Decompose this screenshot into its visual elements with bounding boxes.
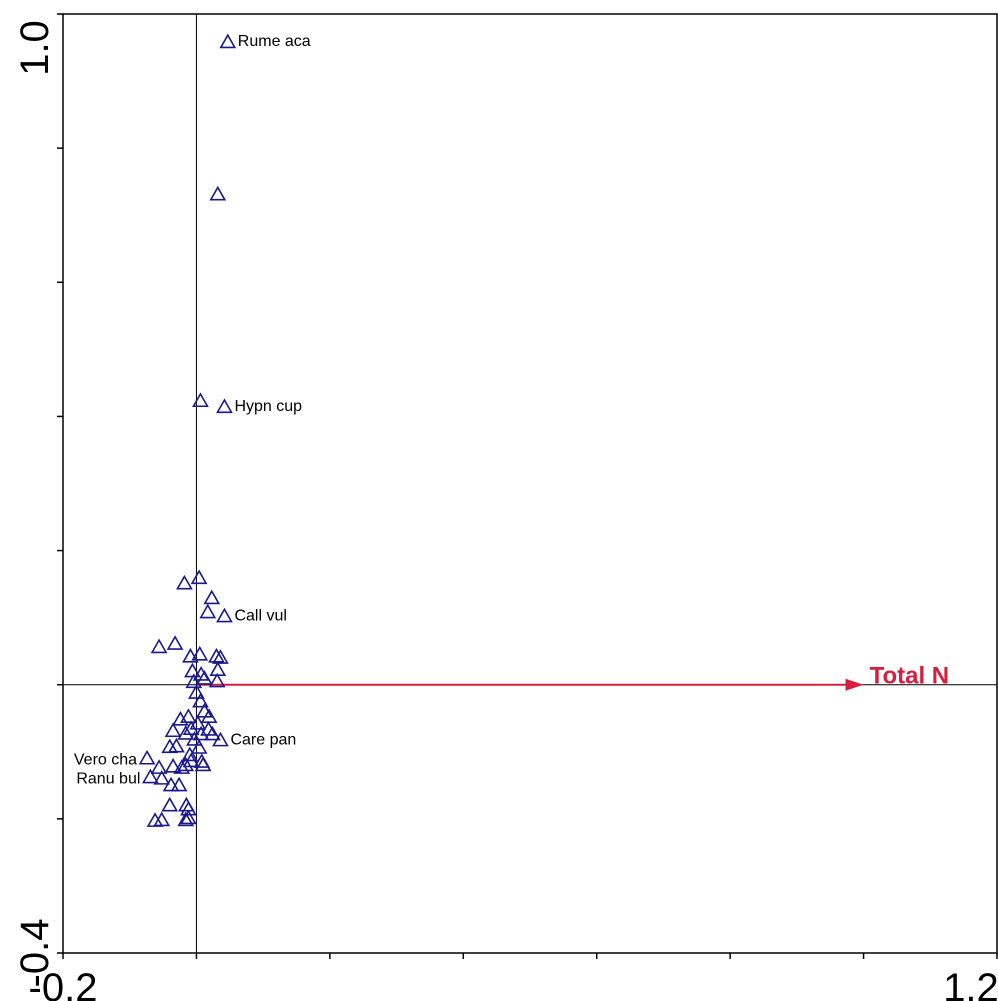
species-point: [190, 739, 208, 754]
species-point: [186, 731, 203, 746]
species-point: [180, 809, 197, 825]
y-tick-label-max: 1.0: [13, 20, 57, 76]
species-point: [142, 768, 159, 784]
arrow-head: [845, 678, 864, 691]
species-points: [138, 33, 237, 827]
species-label: Vero cha: [74, 751, 137, 768]
y-axis-ticks: [57, 13, 63, 954]
species-point: [208, 647, 225, 663]
species-point: [219, 33, 237, 49]
species-label: Ranu bul: [76, 770, 140, 787]
species-point: [192, 666, 210, 681]
species-point: [181, 746, 199, 762]
environmental-arrows: Total N: [196, 663, 949, 691]
species-point: [192, 725, 210, 741]
species-point: [196, 670, 213, 685]
species-point: [188, 684, 205, 699]
species-point: [208, 672, 226, 688]
species-label: Call vul: [234, 607, 286, 624]
species-point: [168, 737, 185, 753]
species-point: [150, 638, 168, 654]
species-point: [182, 720, 200, 736]
species-point: [153, 770, 171, 785]
species-point: [190, 569, 208, 585]
species-point: [173, 759, 191, 774]
species-point: [138, 749, 156, 765]
species-point: [177, 756, 195, 772]
species-point: [177, 811, 195, 827]
species-label: Care pan: [230, 731, 296, 748]
species-label: Rume aca: [238, 33, 311, 50]
species-label: Hypn cup: [234, 398, 302, 415]
species-point: [209, 661, 227, 677]
species-point: [216, 607, 233, 623]
x-tick-label-min: -0.2: [29, 966, 98, 1001]
species-point: [192, 692, 209, 708]
y-tick-label-min: -0.4: [13, 919, 57, 988]
species-point: [182, 752, 200, 768]
arrow-label: Total N: [870, 663, 950, 690]
species-point: [161, 796, 179, 812]
species-point: [204, 725, 221, 741]
species-point: [164, 757, 182, 773]
species-point: [166, 635, 184, 650]
species-point: [203, 589, 221, 605]
tick-labels: -0.2 1.2 -0.4 1.0: [13, 20, 998, 1001]
species-point: [192, 392, 209, 408]
species-point: [180, 708, 197, 723]
plot-frame: [62, 13, 998, 954]
species-point: [180, 800, 197, 816]
species-point: [153, 811, 171, 827]
species-point: [191, 645, 209, 661]
species-point: [194, 756, 212, 772]
species-point: [162, 776, 180, 792]
species-point: [185, 673, 203, 689]
species-point: [176, 574, 193, 590]
species-point: [200, 708, 218, 723]
x-axis-ticks: [62, 953, 998, 959]
species-point: [199, 603, 217, 619]
x-tick-label-max: 1.2: [943, 966, 998, 1001]
species-point: [212, 649, 229, 664]
species-point: [170, 776, 188, 792]
species-point: [216, 398, 233, 414]
species-point: [212, 731, 229, 747]
species-point: [182, 647, 199, 663]
species-point: [150, 759, 168, 774]
species-point: [164, 722, 182, 738]
species-point: [177, 725, 195, 740]
species-labels: Rume aca Hypn cup Call vul Care pan Vero cha…: [74, 33, 311, 787]
species-point: [209, 185, 227, 201]
